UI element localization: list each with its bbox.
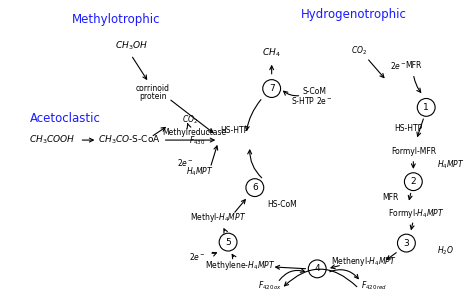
Text: $CH_4$: $CH_4$ xyxy=(262,47,281,59)
Text: protein: protein xyxy=(139,92,166,101)
Text: corrinoid: corrinoid xyxy=(136,84,170,93)
Text: $2e^-$: $2e^-$ xyxy=(177,157,194,168)
Text: Formyl-MFR: Formyl-MFR xyxy=(391,147,436,157)
Text: $H_4MPT$: $H_4MPT$ xyxy=(437,159,465,171)
Text: $CO_2$: $CO_2$ xyxy=(351,45,367,57)
Text: Formyl-$H_4MPT$: Formyl-$H_4MPT$ xyxy=(388,207,445,220)
Text: Hydrogenotrophic: Hydrogenotrophic xyxy=(301,8,407,21)
Text: HS-HTP: HS-HTP xyxy=(394,124,422,133)
Text: Methenyl-$H_4MPT$: Methenyl-$H_4MPT$ xyxy=(331,255,397,268)
Text: $2e^-$: $2e^-$ xyxy=(390,60,407,71)
Text: S-HTP 2e$^-$: S-HTP 2e$^-$ xyxy=(292,95,333,106)
Text: $CH_3OH$: $CH_3OH$ xyxy=(115,40,147,52)
Text: S-CoM: S-CoM xyxy=(302,87,326,96)
Text: Acetoclastic: Acetoclastic xyxy=(30,112,101,125)
Text: MFR: MFR xyxy=(405,61,421,70)
Text: Methylotrophic: Methylotrophic xyxy=(72,13,160,26)
Text: $CO_2$: $CO_2$ xyxy=(182,113,199,126)
Text: $CH_3CO$-S-CoA: $CH_3CO$-S-CoA xyxy=(98,134,160,146)
Text: Methyl-$H_4MPT$: Methyl-$H_4MPT$ xyxy=(190,211,246,224)
Text: 4: 4 xyxy=(314,264,320,273)
Text: $F_{430}$: $F_{430}$ xyxy=(189,135,206,147)
Text: HS-HTP: HS-HTP xyxy=(220,126,248,135)
Text: Methylreductase: Methylreductase xyxy=(162,128,227,137)
Text: 6: 6 xyxy=(252,183,258,192)
Text: 7: 7 xyxy=(269,84,274,93)
Text: MFR: MFR xyxy=(382,193,399,202)
Text: 2: 2 xyxy=(410,177,416,186)
Text: $F_{420\,ox}$: $F_{420\,ox}$ xyxy=(258,279,282,292)
Text: 3: 3 xyxy=(403,239,409,247)
Text: $CH_3COOH$: $CH_3COOH$ xyxy=(28,134,75,146)
Text: $2e^-$: $2e^-$ xyxy=(189,252,206,263)
Text: $F_{420\,red}$: $F_{420\,red}$ xyxy=(361,279,387,292)
Text: HS-CoM: HS-CoM xyxy=(268,200,298,209)
Text: Methylene-$H_4MPT$: Methylene-$H_4MPT$ xyxy=(205,259,275,272)
Text: $H_2O$: $H_2O$ xyxy=(438,245,455,257)
Text: 5: 5 xyxy=(225,238,231,247)
Text: 1: 1 xyxy=(423,103,429,112)
Text: $H_4MPT$: $H_4MPT$ xyxy=(186,165,214,178)
